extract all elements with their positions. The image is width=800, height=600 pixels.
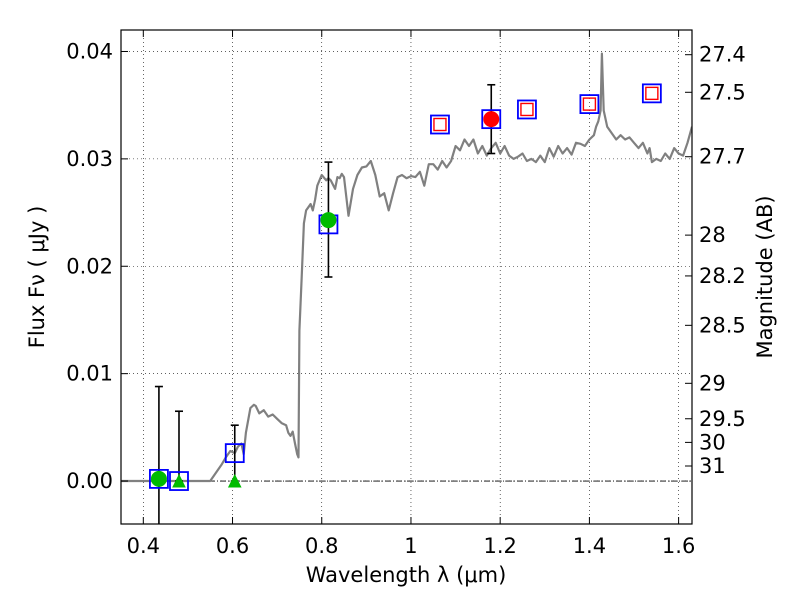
blue-square-marker	[430, 114, 450, 135]
red-square-marker	[520, 102, 534, 117]
green-triangle-marker	[227, 473, 242, 488]
red-square-marker	[645, 86, 659, 101]
blue-square-marker	[481, 109, 502, 130]
y2-tick-label: 27.5	[699, 80, 746, 104]
red-square-marker	[433, 117, 447, 132]
axes: 0.4 0.6 0.8 1 1.2 1.4 1.6 0.00 0.01 0.02 0.03 0.04 2…	[66, 30, 746, 558]
y-tick-label: 0.02	[66, 254, 113, 278]
green-circle-marker	[320, 212, 337, 229]
plot-background	[121, 30, 692, 524]
y2-tick-label: 27.4	[699, 43, 746, 67]
green-triangle-marker	[172, 473, 186, 488]
data-markers	[149, 83, 662, 491]
y2-tick-label: 28.2	[699, 264, 746, 288]
x-tick-label: 1.6	[662, 534, 695, 558]
y2-tick-label: 31	[699, 454, 726, 478]
x-tick-label: 1.2	[483, 534, 516, 558]
y2-tick-label: 30	[699, 430, 726, 454]
model-spectrum-line	[121, 52, 692, 483]
green-circle-marker	[150, 470, 167, 487]
blue-square-marker	[224, 443, 245, 464]
blue-square-marker	[149, 468, 169, 489]
x-tick-label: 0.6	[216, 534, 249, 558]
red-square-marker	[582, 97, 597, 111]
blue-square-marker	[579, 94, 600, 114]
x-tick-label: 1.4	[573, 534, 606, 558]
y2-tick-label: 27.7	[699, 145, 746, 169]
y-tick-label: 0.04	[66, 39, 113, 63]
y2-tick-label: 28.5	[699, 313, 746, 337]
y-axis-label: Flux Fν ( μJy )	[25, 206, 49, 349]
blue-square-marker	[641, 83, 662, 104]
y2-tick-label: 29	[699, 371, 726, 395]
y-tick-label: 0.00	[66, 469, 113, 493]
x-axis-label: Wavelength λ (μm)	[306, 563, 507, 587]
red-circle-marker	[483, 111, 500, 128]
blue-square-marker	[169, 471, 189, 491]
x-tick-label: 1	[404, 534, 417, 558]
blue-square-marker	[517, 99, 537, 120]
y2-tick-label: 28	[699, 223, 726, 247]
y2-tick-label: 29.5	[699, 407, 746, 431]
plot-frame	[120, 29, 693, 525]
y2-axis-label: Magnitude (AB)	[753, 195, 777, 358]
y-tick-label: 0.01	[66, 362, 113, 386]
y-tick-label: 0.03	[66, 147, 113, 171]
x-tick-label: 0.4	[127, 534, 160, 558]
x-tick-label: 0.8	[305, 534, 338, 558]
